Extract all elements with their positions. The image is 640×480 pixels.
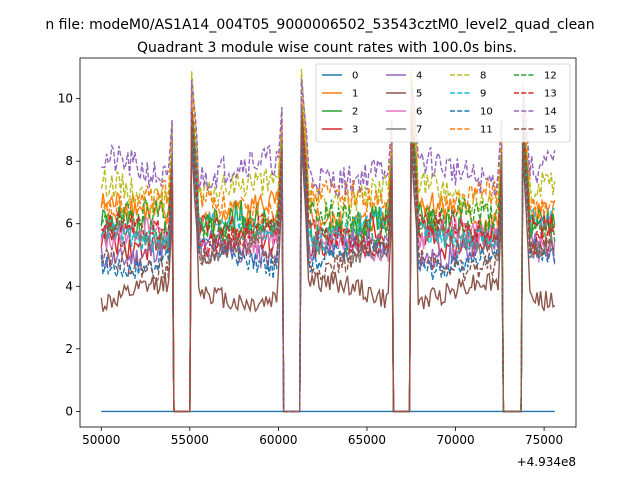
legend-label-1: 1 <box>352 89 358 100</box>
x-tick-label: 70000 <box>436 433 474 447</box>
legend-label-5: 5 <box>416 89 422 100</box>
legend-label-3: 3 <box>352 125 358 136</box>
y-axis: 0 2 4 6 8 10 <box>58 92 80 418</box>
x-tick-label: 60000 <box>259 433 297 447</box>
legend-label-14: 14 <box>544 107 557 118</box>
y-tick-label: 6 <box>65 217 73 231</box>
y-tick-label: 4 <box>65 279 73 293</box>
legend-label-0: 0 <box>352 71 358 82</box>
legend-box <box>315 63 571 143</box>
y-tick-label: 2 <box>65 342 73 356</box>
x-offset-label: +4.934e8 <box>517 455 576 469</box>
legend-label-4: 4 <box>416 71 422 82</box>
series-layer <box>100 66 556 413</box>
x-tick-label: 65000 <box>348 433 386 447</box>
legend-label-2: 2 <box>352 107 358 118</box>
legend-label-12: 12 <box>544 71 557 82</box>
y-tick-label: 10 <box>58 92 73 106</box>
y-tick-label: 0 <box>65 404 73 418</box>
chart-title: Quadrant 3 module wise count rates with … <box>137 40 517 56</box>
legend-label-10: 10 <box>480 107 493 118</box>
plot-frame <box>79 57 577 428</box>
chart-suptitle: n file: modeM0/AS1A14_004T05_9000006502_… <box>45 17 594 33</box>
legend-label-8: 8 <box>480 71 486 82</box>
x-axis: 50000 55000 60000 65000 70000 75000 <box>82 427 563 447</box>
legend-label-11: 11 <box>480 125 493 136</box>
legend-label-15: 15 <box>544 125 557 136</box>
x-tick-label: 55000 <box>171 433 209 447</box>
legend-label-7: 7 <box>416 125 422 136</box>
legend-label-6: 6 <box>416 107 422 118</box>
y-tick-label: 8 <box>65 154 73 168</box>
legend-label-9: 9 <box>480 89 486 100</box>
x-tick-label: 75000 <box>525 433 563 447</box>
series-line-15 <box>100 121 556 413</box>
x-tick-label: 50000 <box>82 433 120 447</box>
legend-label-13: 13 <box>544 89 557 100</box>
